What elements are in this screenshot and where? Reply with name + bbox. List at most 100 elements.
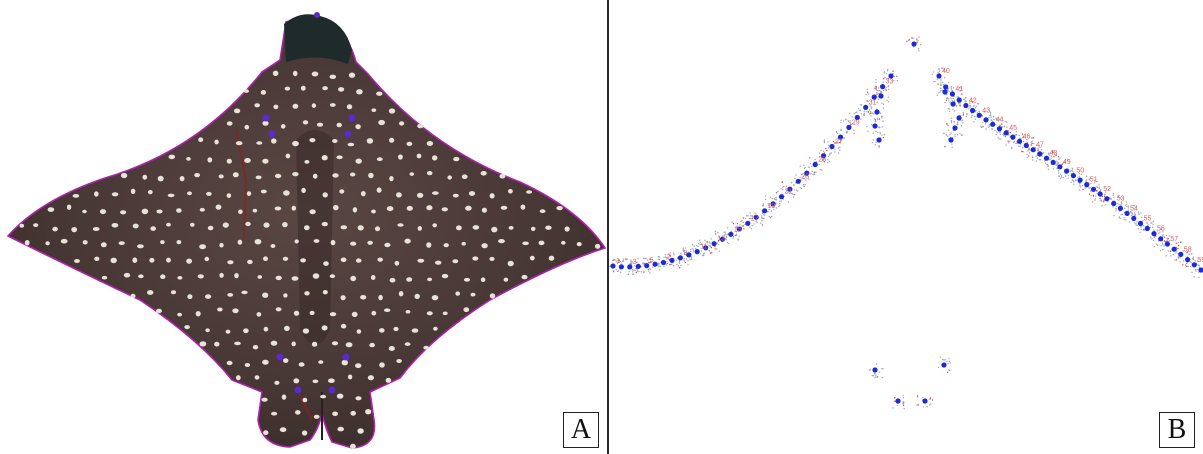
scatter-dot xyxy=(1139,231,1141,234)
ray-spot xyxy=(350,172,356,177)
scatter-dot xyxy=(1057,162,1059,164)
ray-spot xyxy=(355,363,362,369)
ray-spot xyxy=(147,290,154,295)
scatter-dot xyxy=(989,115,991,117)
scatter-dot xyxy=(1101,205,1103,207)
landmark-point xyxy=(821,153,827,159)
scatter-dot xyxy=(1162,244,1164,246)
landmark-point xyxy=(1070,173,1076,179)
scatter-dot xyxy=(1155,243,1158,245)
scatter-dot xyxy=(790,182,793,184)
scatter-dot xyxy=(683,260,685,262)
ray-spot xyxy=(368,172,374,179)
scatter-dot xyxy=(976,112,978,114)
landmark-point xyxy=(610,263,616,269)
ray-spot xyxy=(232,172,239,178)
ray-spot xyxy=(256,141,263,145)
scatter-dot xyxy=(1008,134,1010,136)
ray-spot xyxy=(293,378,300,384)
scatter-dot xyxy=(1129,221,1131,223)
scatter-dot xyxy=(938,70,941,72)
ray-spot xyxy=(187,191,192,196)
scatter-dot xyxy=(1118,216,1120,218)
scatter-dot xyxy=(932,71,935,73)
scatter-dot xyxy=(1088,178,1090,180)
ray-spot xyxy=(283,293,288,298)
ray-spot xyxy=(292,140,299,147)
landmark-point xyxy=(876,137,882,143)
scatter-dot xyxy=(1142,228,1145,231)
scatter-dot xyxy=(1052,168,1055,170)
scatter-dot xyxy=(769,196,772,198)
scatter-dot xyxy=(918,50,920,52)
scatter-dot xyxy=(882,136,885,139)
scatter-dot xyxy=(767,203,769,205)
scatter-dot xyxy=(839,146,841,149)
ray-spot xyxy=(199,244,207,250)
scatter-dot xyxy=(1161,242,1164,245)
ray-spot xyxy=(177,312,183,317)
scatter-dot xyxy=(875,81,877,84)
scatter-dot xyxy=(741,219,743,222)
ray-spot xyxy=(323,261,329,266)
scatter-dot xyxy=(761,212,764,214)
scatter-dot xyxy=(874,87,876,89)
scatter-dot xyxy=(690,256,693,258)
scatter-dot xyxy=(881,115,883,118)
scatter-dot xyxy=(1058,175,1061,177)
scatter-dot xyxy=(842,120,845,122)
scatter-dot xyxy=(1132,213,1134,215)
ray-spot xyxy=(194,173,201,178)
scatter-dot xyxy=(882,81,885,83)
landmark-number: 58 xyxy=(1184,246,1192,253)
ray-spot xyxy=(166,257,171,263)
landmark-point xyxy=(1151,231,1157,237)
ray-spot xyxy=(417,258,425,263)
scatter-dot xyxy=(812,173,814,176)
scatter-dot xyxy=(669,254,671,257)
scatter-dot xyxy=(863,114,865,116)
scatter-dot xyxy=(658,258,661,261)
landmark-number: 11 xyxy=(700,244,707,251)
scatter-dot xyxy=(1175,242,1177,244)
scatter-dot xyxy=(959,133,961,135)
scatter-dot xyxy=(1003,134,1005,137)
scatter-dot xyxy=(748,217,751,220)
ray-spot xyxy=(548,255,555,261)
scatter-dot xyxy=(696,244,698,247)
scatter-dot xyxy=(1182,250,1184,252)
scatter-dot xyxy=(744,223,746,226)
scatter-dot xyxy=(879,126,881,128)
landmark-point-cloud-icon: 1 3 5 7911131517192123252729313340414243444… xyxy=(609,36,1203,410)
ray-spot xyxy=(447,175,453,180)
ray-spot xyxy=(227,293,234,297)
ray-spot xyxy=(321,325,328,331)
scatter-dot xyxy=(847,120,850,123)
scatter-dot xyxy=(716,248,718,250)
scatter-dot xyxy=(1021,133,1024,135)
scatter-dot xyxy=(867,130,869,132)
landmark-point xyxy=(1198,267,1203,273)
scatter-dot xyxy=(1098,184,1100,186)
scatter-dot xyxy=(1061,163,1063,166)
scatter-dot xyxy=(950,97,952,99)
ray-spot xyxy=(217,307,223,312)
scatter-dot xyxy=(916,395,919,397)
scatter-dot xyxy=(1185,265,1188,267)
scatter-dot xyxy=(878,87,880,89)
scatter-dot xyxy=(1075,179,1077,181)
scatter-dot xyxy=(679,267,681,269)
scatter-dot xyxy=(992,116,995,118)
ray-spot xyxy=(404,342,411,346)
scatter-dot xyxy=(795,189,798,191)
ray-spot xyxy=(291,341,296,347)
ray-spot xyxy=(263,256,268,262)
scatter-dot xyxy=(724,231,726,233)
scatter-dot xyxy=(714,246,716,248)
scatter-dot xyxy=(1140,226,1142,228)
scatter-dot xyxy=(1038,159,1040,161)
ray-spot xyxy=(280,124,286,129)
scatter-dot xyxy=(917,404,920,406)
scatter-dot xyxy=(820,149,822,152)
ray-spot xyxy=(371,108,377,112)
